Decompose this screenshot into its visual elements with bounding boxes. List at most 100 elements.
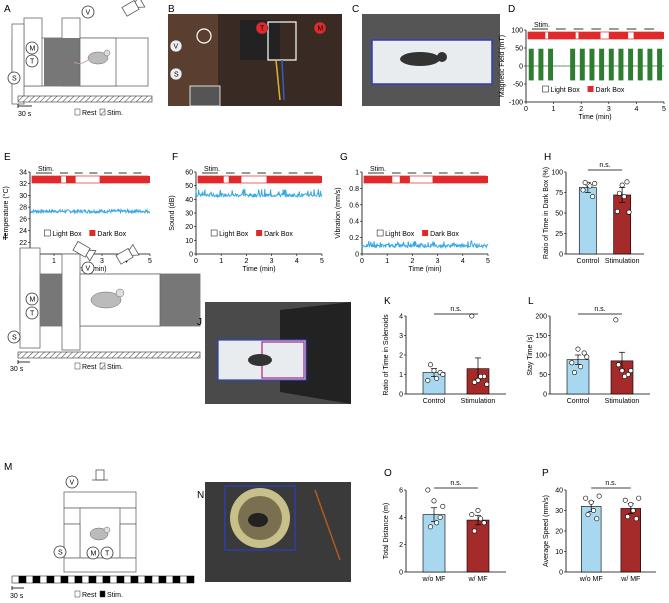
panel-letter-l: L (528, 296, 534, 307)
y-tick-label: 0 (399, 570, 403, 577)
field-burst (628, 48, 634, 81)
camera-icon (121, 0, 146, 17)
y-tick-label: 100 (535, 353, 547, 360)
x-axis-label: Time (min) (578, 114, 611, 121)
y-tick-label: 75 (555, 190, 563, 197)
x-tick-label: 2 (410, 258, 414, 265)
y-tick-label: 60 (185, 170, 193, 177)
y-tick-label: 150 (535, 333, 547, 340)
timeline-block (95, 575, 104, 584)
legend-dark-box: Dark Box (596, 87, 625, 94)
y-axis-label: Stay Time (s) (527, 334, 534, 375)
data-point (571, 370, 577, 376)
label-v-m: V (70, 480, 75, 487)
dark-segment (99, 176, 150, 183)
timeline-block (25, 575, 34, 584)
x-tick-label: 5 (148, 258, 152, 265)
timeline-block (158, 575, 167, 584)
y-tick-label: 0 (559, 570, 563, 577)
x-tick-label: 3 (436, 258, 440, 265)
data-point (569, 360, 575, 366)
y-tick-label: 32 (19, 181, 27, 188)
y-axis-label: Vibration (mm/s) (335, 187, 342, 238)
timeline-block (18, 575, 27, 584)
data-point (587, 183, 593, 189)
y-tick-label: 1 (399, 372, 403, 379)
data-point (434, 375, 440, 381)
data-point (578, 364, 584, 370)
label-s: S (12, 76, 17, 83)
category-label: Control (577, 258, 600, 265)
timeline-block (11, 575, 20, 584)
timeline-block (123, 575, 132, 584)
panel-letter-k: K (384, 296, 391, 307)
y-tick-label: 0 (189, 252, 193, 259)
category-label: Control (423, 398, 446, 405)
x-tick-label: 4 (295, 258, 299, 265)
label-m-m: M (91, 551, 97, 558)
sig-label: n.s. (605, 480, 616, 487)
field-burst (548, 48, 554, 81)
legend-light-swatch (210, 229, 218, 237)
timeline-block (151, 575, 160, 584)
y-tick-label: 40 (555, 488, 563, 495)
dark-segment (399, 176, 410, 183)
y-tick-label: -50 (513, 82, 523, 89)
y-tick-label: 34 (19, 170, 27, 177)
field-burst (570, 48, 576, 81)
x-tick-label: 4 (461, 258, 465, 265)
y-axis-label: Total Distance (m) (383, 503, 390, 559)
panel-letter-p: P (542, 468, 549, 479)
timeline-block (32, 575, 41, 584)
dark-segment (32, 176, 62, 183)
data-point (440, 371, 446, 377)
data-point (626, 209, 632, 215)
y-tick-label: 50 (515, 46, 523, 53)
panel-letter-j: J (197, 317, 202, 328)
bar-1 (466, 519, 490, 573)
panel-letter-d: D (508, 4, 515, 15)
panel-letter-i: I (4, 232, 7, 243)
timeline-stim-m: Stim. (107, 592, 123, 599)
y-tick-label: 20 (555, 529, 563, 536)
data-point (624, 179, 630, 185)
timeline-block (109, 575, 118, 584)
bar-panel-l: L 0 50 100 150 200 Stay Time (s) Control Stimula… (527, 296, 650, 405)
legend-light-box: Light Box (219, 231, 249, 238)
timeline-scale: 30 s (18, 111, 32, 118)
y-tick-label: 30 (185, 211, 193, 218)
y-tick-label: 50 (185, 183, 193, 190)
timeline-block (172, 575, 181, 584)
panel-letter-o: O (384, 468, 392, 479)
data-point (614, 208, 620, 214)
label-s-m: S (58, 550, 63, 557)
category-label: Stimulation (461, 398, 496, 405)
dark-segment (528, 32, 546, 39)
legend-dark-swatch (422, 230, 429, 236)
timeline-stim-i: Stim. (107, 364, 123, 371)
data-point (622, 497, 628, 503)
data-point (484, 381, 490, 387)
data-point (425, 377, 431, 383)
timeline-stim: Stim. (107, 110, 123, 117)
timeline-a: 30 s Rest Stim. (17, 95, 153, 118)
y-tick-label: -100 (509, 100, 523, 107)
label-s-i: S (12, 335, 17, 342)
data-point (619, 182, 625, 188)
y-tick-label: 0 (355, 252, 359, 259)
panel-a-schematic: A M T S V 30 s Rest Stim. (4, 0, 153, 118)
legend-light-box: Light Box (385, 231, 415, 238)
data-point (625, 514, 631, 520)
label-t-i: T (30, 311, 35, 318)
x-tick-label: 4 (634, 106, 638, 113)
panel-c-photo: C (352, 4, 500, 106)
photo-label-v: V (174, 44, 179, 51)
y-tick-label: 0.6 (349, 202, 359, 209)
data-point (582, 180, 588, 186)
y-tick-label: 0.2 (349, 235, 359, 242)
data-point (636, 495, 642, 501)
bar-0 (422, 514, 446, 573)
data-point (581, 350, 587, 356)
field-burst (657, 48, 663, 81)
trace-line (361, 239, 489, 250)
